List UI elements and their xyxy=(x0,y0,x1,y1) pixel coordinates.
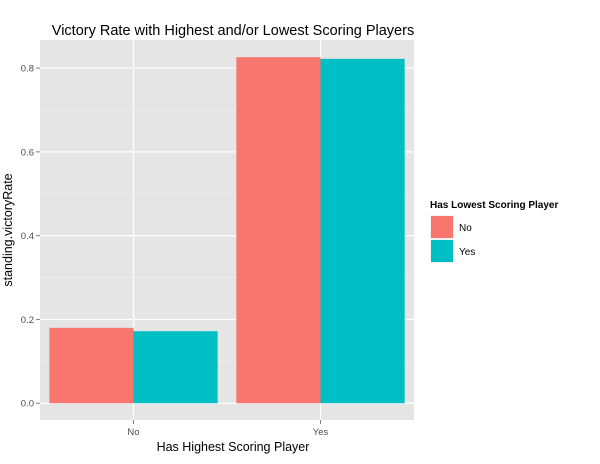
bar-no-yes xyxy=(133,331,218,404)
x-axis-title: Has Highest Scoring Player xyxy=(157,440,310,454)
y-tick-label: 0.0 xyxy=(21,399,34,410)
bar-yes-yes xyxy=(320,58,405,404)
y-tick-label: 0.4 xyxy=(21,231,34,242)
legend-swatch-yes xyxy=(431,240,453,262)
legend: Has Lowest Scoring Player No Yes xyxy=(430,200,558,263)
y-tick-label: 0.8 xyxy=(21,64,34,75)
legend-title: Has Lowest Scoring Player xyxy=(430,200,558,211)
legend-label-yes: Yes xyxy=(459,247,475,258)
x-tick-label: Yes xyxy=(313,427,329,438)
bars xyxy=(49,57,405,404)
bar-no-no xyxy=(49,327,134,404)
legend-swatch-no xyxy=(431,216,453,238)
x-tick-label: No xyxy=(127,427,139,438)
y-tick-label: 0.6 xyxy=(21,147,34,158)
axis-ticks: 0.0 0.2 0.4 0.6 0.8 No Yes xyxy=(21,64,329,438)
legend-label-no: No xyxy=(459,223,472,234)
y-tick-label: 0.2 xyxy=(21,315,34,326)
y-axis-title: standing.victoryRate xyxy=(1,173,15,286)
bar-yes-no xyxy=(236,57,321,404)
chart-title: Victory Rate with Highest and/or Lowest … xyxy=(52,23,414,39)
